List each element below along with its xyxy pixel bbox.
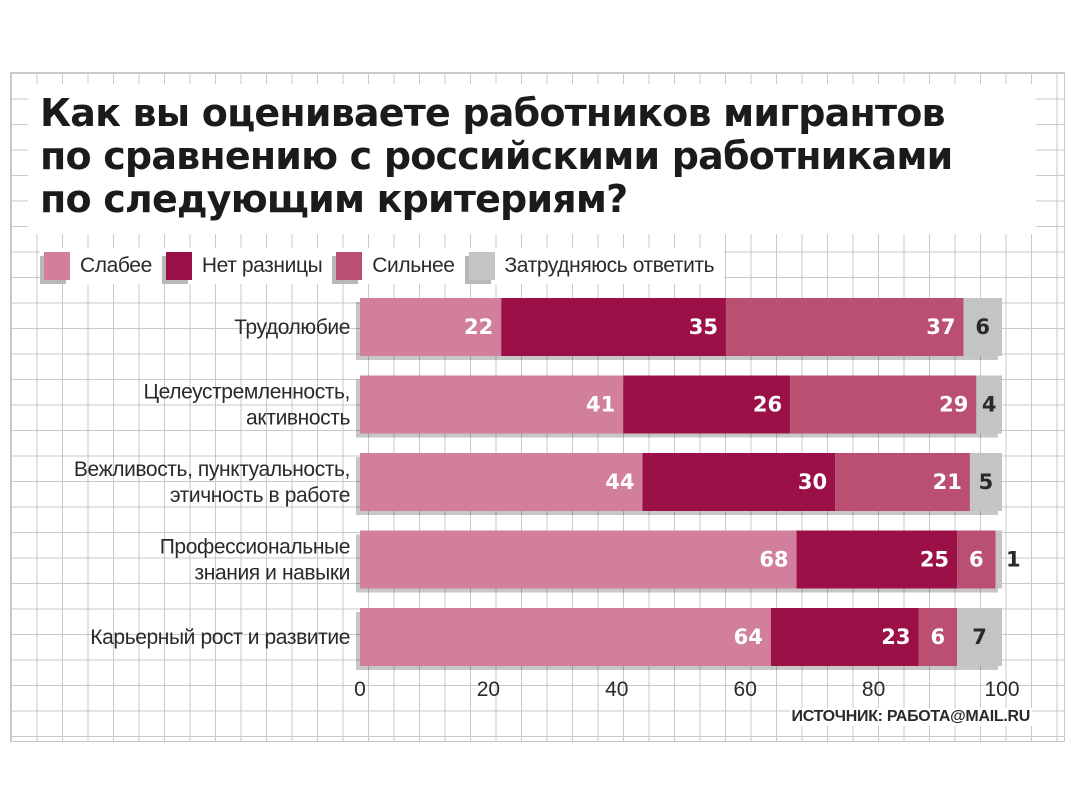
data-label: 64 [734, 625, 763, 649]
x-tick-label: 80 [862, 678, 885, 701]
data-label: 26 [753, 393, 782, 417]
bar-segment [957, 530, 996, 589]
category-label: активность [246, 407, 350, 430]
data-label: 25 [920, 548, 949, 572]
legend-swatch [336, 252, 363, 280]
bar-segment [957, 608, 1002, 666]
bar-segment [360, 608, 771, 666]
category-label: Вежливость, пунктуальность, [74, 458, 350, 481]
bar-segment [360, 375, 624, 434]
data-label: 7 [972, 625, 987, 649]
bar-segment [770, 608, 919, 666]
x-tick-label: 20 [477, 678, 500, 701]
category-label: знания и навыки [195, 562, 350, 585]
bar-segment [360, 298, 502, 356]
data-label: 68 [759, 548, 788, 572]
bar-segment [969, 453, 1002, 511]
data-label: 6 [969, 548, 984, 572]
legend-item-1: Нет разницы [165, 252, 323, 280]
source-credit: ИСТОЧНИК: РАБОТА@MAIL.RU [789, 708, 1032, 726]
data-label: 35 [689, 315, 718, 339]
legend-item-3: Затрудняюсь ответить [468, 252, 715, 280]
title-panel [28, 84, 1036, 234]
legend-label: Нет разницы [201, 254, 323, 277]
category-label: Карьерный рост и развитие [90, 626, 350, 649]
category-label: этичность в работе [170, 484, 350, 507]
x-tick-label: 40 [605, 678, 628, 701]
chart-legend: Слабее Нет разницы Сильнее Затрудняюсь отве… [40, 248, 725, 284]
bar-segment [360, 453, 643, 511]
legend-swatch [165, 252, 192, 280]
bar-segment [963, 298, 1002, 356]
legend-label: Затрудняюсь ответить [504, 254, 715, 277]
x-tick-label: 60 [734, 678, 757, 701]
legend-item-2: Сильнее [336, 252, 455, 280]
legend-item-0: Слабее [44, 252, 152, 280]
data-label: 6 [930, 625, 945, 649]
bar-segment [725, 298, 964, 356]
bar-segment [623, 375, 791, 434]
category-label: Трудолюбие [234, 316, 350, 339]
x-tick-label: 0 [354, 678, 366, 701]
legend-label: Сильнее [372, 254, 455, 277]
data-label: 4 [982, 393, 997, 417]
data-label: 37 [926, 315, 955, 339]
data-label: 30 [798, 470, 827, 494]
data-label: 29 [939, 393, 968, 417]
data-label: 22 [464, 315, 493, 339]
bar-segment [796, 530, 958, 589]
category-label: Профессиональные [160, 536, 350, 559]
bar-segment [360, 530, 797, 589]
data-label: 1 [1006, 548, 1021, 572]
x-tick-label: 100 [984, 678, 1019, 701]
legend-label: Слабее [80, 254, 152, 277]
bar-segment [835, 453, 970, 511]
bar-segment [790, 375, 977, 434]
legend-swatch [468, 252, 495, 280]
data-label: 5 [979, 470, 994, 494]
data-label: 21 [933, 470, 962, 494]
chart-title: Как вы оцениваете работников мигрантов п… [40, 91, 953, 221]
bar-segment [995, 530, 1002, 589]
bar-segment [976, 375, 1002, 434]
bar-segment [642, 453, 836, 511]
legend-swatch [44, 252, 70, 280]
data-label: 6 [975, 315, 990, 339]
bar-segment [918, 608, 958, 666]
bar-segment [501, 298, 726, 356]
data-label: 44 [605, 470, 634, 494]
category-label: Целеустремленность, [144, 381, 351, 404]
data-label: 41 [586, 393, 615, 417]
data-label: 23 [881, 625, 910, 649]
